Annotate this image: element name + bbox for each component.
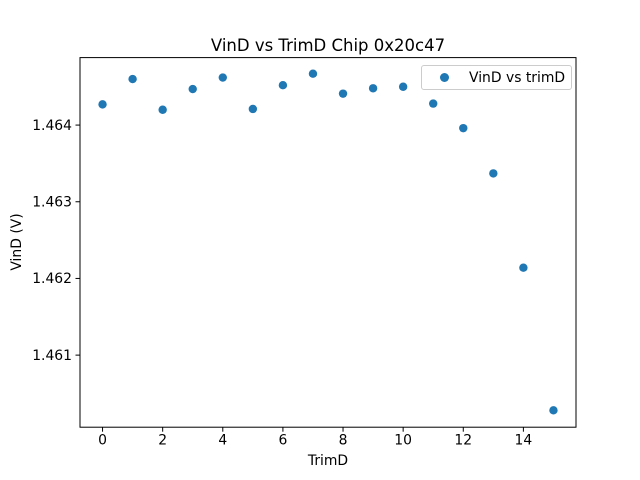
x-tick-label: 0 [98,433,107,449]
data-point [489,169,498,178]
x-tick-label: 4 [218,433,227,449]
axes-frame [79,57,577,428]
x-tick-label: 2 [158,433,167,449]
legend-label: VinD vs trimD [469,69,566,86]
y-tick-label: 1.462 [32,271,72,287]
y-tick-label: 1.461 [32,348,72,364]
data-point [188,84,197,94]
data-point [98,100,107,109]
data-point [459,123,468,133]
y-tick-label: 1.464 [32,118,72,134]
data-point [549,406,558,415]
x-tick-label: 10 [394,433,412,449]
data-point [368,84,378,93]
chart-title: VinD vs TrimD Chip 0x20c47 [210,36,446,55]
data-point [218,73,227,82]
x-axis-label: TrimD [307,453,349,469]
data-point [308,69,318,78]
data-point [519,263,528,272]
data-point [128,74,137,84]
x-tick-label: 6 [278,433,287,449]
data-point [248,104,258,114]
x-tick-label: 12 [454,433,472,449]
data-point [338,89,348,98]
x-tick-label: 14 [515,433,533,449]
data-point [429,99,438,108]
x-tick-label: 8 [339,433,348,449]
data-point [158,105,167,114]
legend-marker-icon [440,73,449,82]
data-point [398,82,408,91]
y-axis-label: VinD (V) [9,213,25,271]
legend: VinD vs trimD [421,65,572,90]
y-tick-label: 1.463 [32,195,72,211]
data-point [278,81,288,90]
